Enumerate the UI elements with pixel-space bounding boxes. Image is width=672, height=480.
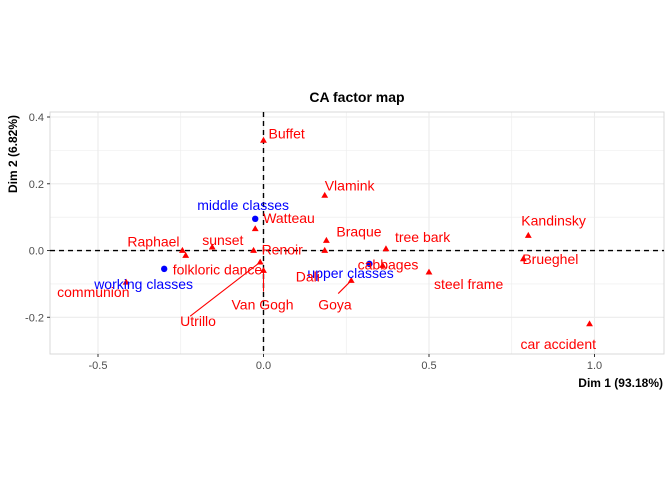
point-marker-steel-frame bbox=[425, 268, 433, 275]
point-marker-braque bbox=[322, 236, 330, 243]
point-label-tree-bark: tree bark bbox=[395, 229, 451, 245]
point-marker-cabbages bbox=[379, 261, 387, 268]
x-axis: -0.5 0.0 0.5 1.0 bbox=[89, 354, 602, 372]
label-leader-lines bbox=[189, 261, 352, 317]
chart-title: CA factor map bbox=[309, 89, 404, 105]
point-label-steel-frame: steel frame bbox=[434, 276, 503, 292]
point-marker-brueghel bbox=[519, 255, 527, 262]
y-tick-label: -0.2 bbox=[25, 312, 44, 324]
leader-line-utrillo bbox=[189, 261, 261, 317]
point-label-upper-classes: upper classes bbox=[307, 265, 393, 281]
y-axis-title: Dim 2 (6.82%) bbox=[6, 115, 20, 193]
point-label-watteau: Watteau bbox=[263, 210, 315, 226]
panel-border bbox=[49, 111, 665, 355]
point-label-vlamink: Vlamink bbox=[325, 177, 376, 193]
point-label-utrillo: Utrillo bbox=[180, 313, 216, 329]
reference-lines bbox=[50, 112, 664, 354]
point-marker-upper-classes bbox=[366, 260, 373, 268]
point-label-working-classes: working classes bbox=[93, 276, 193, 292]
point-marker-watteau bbox=[251, 225, 259, 232]
point-label-raphael: Raphael bbox=[127, 234, 179, 250]
point-marker-tree-bark bbox=[382, 245, 390, 252]
leader-line-goya bbox=[337, 280, 352, 294]
point-label-van-gogh: Van Gogh bbox=[231, 297, 293, 313]
y-tick-label: 0.0 bbox=[29, 246, 44, 258]
point-marker-car-accident bbox=[586, 320, 593, 327]
point-label-car-accident: car accident bbox=[521, 336, 597, 352]
point-marker-sunset bbox=[208, 243, 216, 250]
point-marker-goya bbox=[347, 276, 355, 283]
x-tick-label: 0.5 bbox=[421, 360, 436, 372]
point-marker-working-classes bbox=[160, 265, 168, 273]
point-label-kandinsky: Kandinsky bbox=[521, 213, 586, 229]
data-labels: middle classes working classes upper class… bbox=[57, 125, 596, 352]
point-marker-dali bbox=[321, 246, 329, 253]
point-label-middle-classes: middle classes bbox=[197, 197, 289, 213]
y-tick-label: 0.4 bbox=[29, 112, 44, 124]
point-label-folkloric-dance: folkloric dance bbox=[173, 262, 263, 278]
point-label-communion: communion bbox=[57, 284, 129, 300]
x-axis-title: Dim 1 (93.18%) bbox=[578, 376, 663, 390]
x-tick-label: 1.0 bbox=[587, 360, 602, 372]
point-marker-vlamink bbox=[321, 191, 329, 198]
point-label-buffet: Buffet bbox=[268, 125, 304, 141]
point-label-cabbages: cabbages bbox=[358, 257, 419, 273]
point-marker-van-gogh bbox=[260, 266, 267, 273]
point-marker-raphael bbox=[178, 246, 186, 253]
point-marker-middle-classes bbox=[252, 215, 259, 223]
y-tick-label: 0.2 bbox=[29, 179, 44, 191]
point-marker-folkloric-dance bbox=[182, 251, 190, 258]
x-tick-label: -0.5 bbox=[89, 360, 108, 372]
point-marker-renoir bbox=[250, 246, 257, 253]
point-marker-kandinsky bbox=[524, 231, 532, 238]
point-label-braque: Braque bbox=[336, 224, 381, 240]
x-tick-label: 0.0 bbox=[256, 360, 271, 372]
point-label-renoir: Renoir bbox=[262, 242, 304, 258]
point-label-dali: Dali bbox=[296, 269, 320, 285]
data-markers bbox=[122, 136, 593, 327]
point-label-goya: Goya bbox=[318, 297, 352, 313]
point-label-sunset: sunset bbox=[202, 232, 243, 248]
y-axis: -0.2 0.0 0.2 0.4 bbox=[25, 112, 50, 324]
point-label-brueghel: Brueghel bbox=[522, 251, 578, 267]
point-marker-communion bbox=[122, 278, 130, 285]
point-marker-buffet bbox=[260, 136, 267, 143]
